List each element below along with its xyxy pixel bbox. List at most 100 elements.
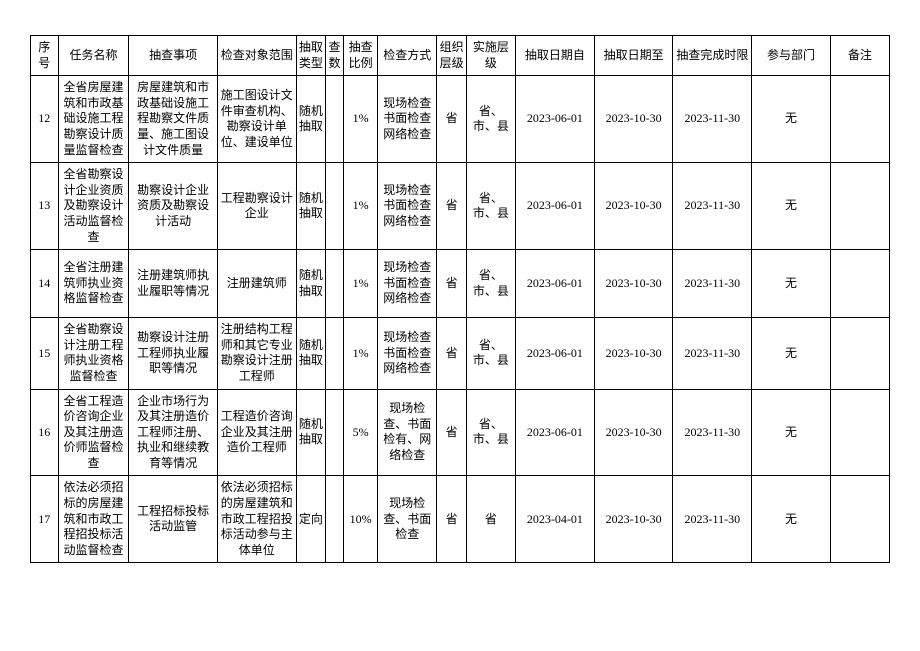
col-header: 任务名称 [58, 36, 129, 76]
cell-method: 现场检查、书面检查 [378, 476, 437, 563]
cell-dept: 无 [752, 318, 831, 389]
cell-seq: 12 [31, 76, 59, 163]
table-row: 14全省注册建筑师执业资格监督检查注册建筑师执业履职等情况注册建筑师随机抽取1%… [31, 250, 890, 318]
cell-type: 随机抽取 [296, 76, 326, 163]
cell-note [830, 163, 889, 250]
cell-to: 2023-10-30 [594, 318, 673, 389]
cell-task: 全省勘察设计注册工程师执业资格监督检查 [58, 318, 129, 389]
cell-seq: 16 [31, 389, 59, 476]
col-header: 抽查完成时限 [673, 36, 752, 76]
cell-task: 依法必须招标的房屋建筑和市政工程招投标活动监督检查 [58, 476, 129, 563]
cell-note [830, 389, 889, 476]
cell-org: 省 [437, 389, 467, 476]
cell-task: 全省房屋建筑和市政基础设施工程勘察设计质量监督检查 [58, 76, 129, 163]
cell-item: 勘察设计企业资质及勘察设计活动 [129, 163, 218, 250]
cell-seq: 13 [31, 163, 59, 250]
cell-deadline: 2023-11-30 [673, 476, 752, 563]
cell-note [830, 76, 889, 163]
cell-impl: 省、市、县 [466, 389, 515, 476]
cell-from: 2023-04-01 [516, 476, 595, 563]
cell-note [830, 250, 889, 318]
cell-type: 随机抽取 [296, 163, 326, 250]
cell-item: 房屋建筑和市政基础设施工程勘察文件质量、施工图设计文件质量 [129, 76, 218, 163]
cell-scope: 施工图设计文件审查机构、勘察设计单位、建设单位 [217, 76, 296, 163]
col-header: 组织层级 [437, 36, 467, 76]
cell-ratio: 5% [343, 389, 377, 476]
col-header: 抽查比例 [343, 36, 377, 76]
cell-org: 省 [437, 318, 467, 389]
cell-type: 随机抽取 [296, 250, 326, 318]
table-row: 13全省勘察设计企业资质及勘察设计活动监督检查勘察设计企业资质及勘察设计活动工程… [31, 163, 890, 250]
cell-to: 2023-10-30 [594, 389, 673, 476]
cell-deadline: 2023-11-30 [673, 163, 752, 250]
cell-dept: 无 [752, 163, 831, 250]
col-header: 抽取类型 [296, 36, 326, 76]
cell-dept: 无 [752, 476, 831, 563]
col-header: 参与部门 [752, 36, 831, 76]
cell-deadline: 2023-11-30 [673, 389, 752, 476]
table-row: 17依法必须招标的房屋建筑和市政工程招投标活动监督检查工程招标投标活动监管依法必… [31, 476, 890, 563]
cell-deadline: 2023-11-30 [673, 76, 752, 163]
col-header: 实施层级 [466, 36, 515, 76]
cell-impl: 省、市、县 [466, 76, 515, 163]
cell-seq: 15 [31, 318, 59, 389]
cell-ratio: 10% [343, 476, 377, 563]
cell-count [326, 476, 344, 563]
cell-method: 现场检查书面检查网络检查 [378, 163, 437, 250]
cell-method: 现场检查书面检查网络检查 [378, 318, 437, 389]
cell-scope: 注册结构工程师和其它专业勘察设计注册工程师 [217, 318, 296, 389]
cell-to: 2023-10-30 [594, 76, 673, 163]
cell-to: 2023-10-30 [594, 250, 673, 318]
cell-type: 随机抽取 [296, 318, 326, 389]
cell-seq: 14 [31, 250, 59, 318]
cell-org: 省 [437, 76, 467, 163]
cell-scope: 注册建筑师 [217, 250, 296, 318]
cell-from: 2023-06-01 [516, 389, 595, 476]
cell-ratio: 1% [343, 76, 377, 163]
cell-impl: 省、市、县 [466, 318, 515, 389]
cell-ratio: 1% [343, 250, 377, 318]
cell-to: 2023-10-30 [594, 163, 673, 250]
cell-from: 2023-06-01 [516, 163, 595, 250]
cell-impl: 省、市、县 [466, 250, 515, 318]
cell-method: 现场检查、书面检有、网络检查 [378, 389, 437, 476]
cell-count [326, 163, 344, 250]
cell-item: 注册建筑师执业履职等情况 [129, 250, 218, 318]
cell-ratio: 1% [343, 163, 377, 250]
cell-item: 企业市场行为及其注册造价工程师注册、执业和继续教育等情况 [129, 389, 218, 476]
cell-to: 2023-10-30 [594, 476, 673, 563]
cell-from: 2023-06-01 [516, 250, 595, 318]
cell-org: 省 [437, 250, 467, 318]
table-row: 15全省勘察设计注册工程师执业资格监督检查勘察设计注册工程师执业履职等情况注册结… [31, 318, 890, 389]
col-header: 抽取日期至 [594, 36, 673, 76]
col-header: 检查对象范围 [217, 36, 296, 76]
col-header: 检查方式 [378, 36, 437, 76]
col-header: 查数 [326, 36, 344, 76]
col-header: 备注 [830, 36, 889, 76]
cell-count [326, 250, 344, 318]
cell-impl: 省、市、县 [466, 163, 515, 250]
cell-item: 工程招标投标活动监管 [129, 476, 218, 563]
cell-from: 2023-06-01 [516, 76, 595, 163]
cell-scope: 工程勘察设计企业 [217, 163, 296, 250]
cell-count [326, 76, 344, 163]
table-row: 16全省工程造价咨询企业及其注册造价师监督检查企业市场行为及其注册造价工程师注册… [31, 389, 890, 476]
cell-org: 省 [437, 476, 467, 563]
table-header-row: 序号 任务名称 抽查事项 检查对象范围 抽取类型 查数 抽查比例 检查方式 组织… [31, 36, 890, 76]
cell-deadline: 2023-11-30 [673, 250, 752, 318]
cell-scope: 工程造价咨询企业及其注册造价工程师 [217, 389, 296, 476]
cell-seq: 17 [31, 476, 59, 563]
col-header: 序号 [31, 36, 59, 76]
cell-note [830, 318, 889, 389]
cell-item: 勘察设计注册工程师执业履职等情况 [129, 318, 218, 389]
inspection-plan-table: 序号 任务名称 抽查事项 检查对象范围 抽取类型 查数 抽查比例 检查方式 组织… [30, 35, 890, 563]
cell-dept: 无 [752, 389, 831, 476]
cell-type: 定向 [296, 476, 326, 563]
cell-task: 全省工程造价咨询企业及其注册造价师监督检查 [58, 389, 129, 476]
col-header: 抽查事项 [129, 36, 218, 76]
col-header: 抽取日期自 [516, 36, 595, 76]
cell-impl: 省 [466, 476, 515, 563]
cell-count [326, 389, 344, 476]
cell-dept: 无 [752, 250, 831, 318]
cell-method: 现场检查书面检查网络检查 [378, 250, 437, 318]
